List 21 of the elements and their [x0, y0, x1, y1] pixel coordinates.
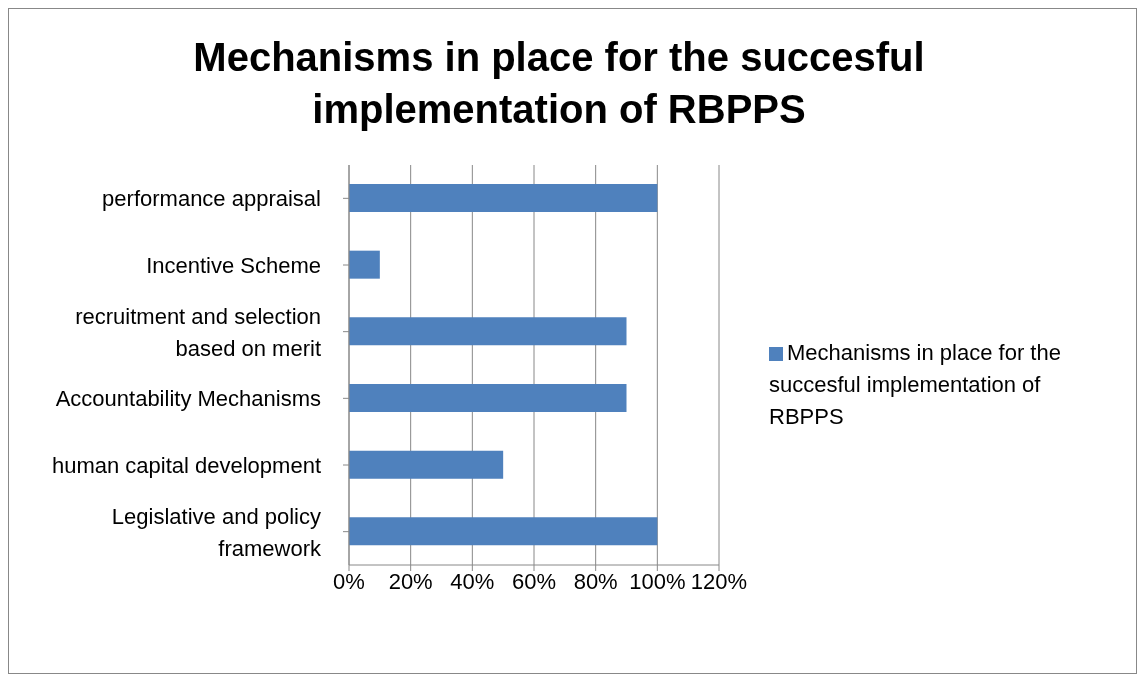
x-tick-label: 40%	[450, 568, 495, 594]
bar	[349, 384, 627, 412]
y-tick-label: Accountability Mechanisms	[55, 385, 321, 411]
legend-label: Mechanisms in place for the succesful implementation of RBPPS	[769, 340, 1061, 429]
bar	[349, 184, 658, 212]
x-tick-label: 100%	[629, 568, 686, 594]
x-tick-label: 80%	[573, 568, 618, 594]
x-tick-label: 20%	[388, 568, 433, 594]
bar	[349, 517, 658, 546]
x-tick-label: 120%	[690, 568, 748, 594]
bar	[349, 250, 380, 279]
y-tick-label: Legislative and policy framework	[111, 503, 322, 561]
x-tick-label: 0%	[333, 568, 365, 594]
y-tick-label: human capital development	[51, 452, 321, 478]
bar	[349, 317, 627, 346]
y-tick-label: Incentive Scheme	[146, 252, 321, 278]
bar	[349, 450, 504, 479]
y-tick-label: recruitment and selection based on merit	[75, 303, 321, 361]
chart-title: Mechanisms in place for the succesful implementation of RBPPS	[192, 34, 926, 133]
x-tick-label: 60%	[511, 568, 557, 594]
y-tick-label: performance appraisal	[102, 185, 321, 211]
